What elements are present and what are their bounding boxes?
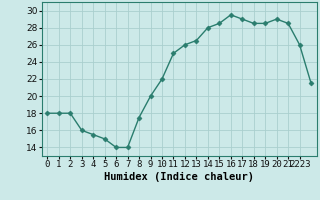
X-axis label: Humidex (Indice chaleur): Humidex (Indice chaleur)	[104, 172, 254, 182]
